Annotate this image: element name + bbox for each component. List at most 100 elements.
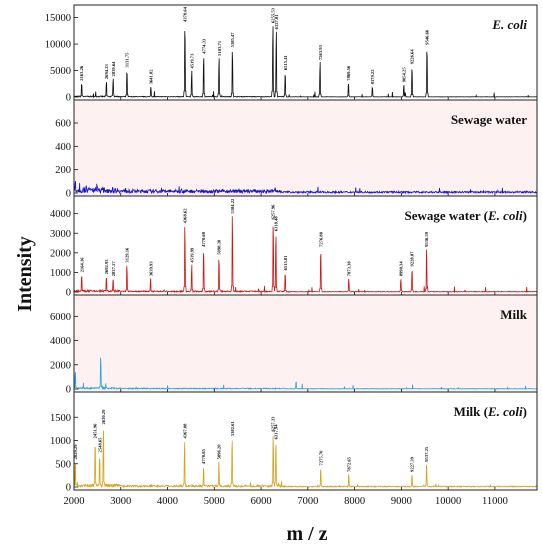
y-tick-label: 6000	[50, 312, 71, 323]
peak-label: 7872.65	[346, 456, 351, 472]
panel-title: Sewage water (E. coli)	[404, 208, 527, 223]
peak-label: 6327.81	[274, 14, 279, 30]
peak-label: 9226.64	[410, 49, 415, 65]
panel-background	[74, 5, 537, 100]
peak-label: 5384.22	[230, 198, 235, 214]
y-tick-label: 15000	[45, 13, 71, 24]
x-tick-label: 8000	[344, 496, 365, 507]
peak-label: 2630.29	[101, 409, 106, 425]
x-tick-label: 5000	[204, 496, 225, 507]
spectra-panels: 2163.26 2694.23 2839.64 3131.75 3641.82 4370.…	[45, 4, 538, 494]
panel-title: Milk (E. coli)	[454, 404, 527, 419]
spectrum-panel: 2164.16 2692.93 2837.17 3129.16 3639.93 4368.…	[50, 195, 538, 299]
peak-label: 9536.39	[424, 231, 429, 247]
peak-label: 9228.87	[410, 251, 415, 267]
peak-label: 8990.34	[399, 261, 404, 277]
peak-label: 4519.99	[189, 247, 194, 263]
peak-label: 4770.85	[201, 448, 206, 464]
peak-label: 5103.71	[217, 40, 222, 56]
peak-label: 2839.64	[111, 61, 116, 77]
x-tick-label: 2000	[64, 496, 85, 507]
y-axis-label: Intensity	[14, 236, 36, 312]
peak-label: 2694.23	[104, 63, 109, 79]
panel-background	[74, 100, 537, 196]
peak-label: 4367.08	[182, 423, 187, 439]
y-tick-label: 500	[55, 459, 71, 470]
y-tick-label: 10000	[45, 40, 71, 51]
peak-label: 4370.64	[182, 6, 187, 22]
x-tick-label: 9000	[391, 496, 412, 507]
x-tick-label: 7000	[297, 496, 318, 507]
peak-label: 6255.53	[271, 7, 276, 23]
y-tick-label: 0	[66, 483, 71, 494]
peak-label: 6515.41	[283, 54, 288, 70]
peak-label: 2451.96	[93, 423, 98, 439]
peak-label: 2692.93	[104, 259, 109, 275]
x-tick-label: 10000	[435, 496, 461, 507]
peak-label: 4774.33	[201, 38, 206, 54]
y-tick-label: 1000	[50, 436, 71, 447]
peak-label: 8379.22	[370, 69, 375, 85]
peak-label: 9546.66	[425, 29, 430, 45]
peak-label: 9227.39	[410, 456, 415, 472]
spectrum-trace	[73, 216, 538, 294]
y-tick-label: 0	[66, 385, 71, 396]
spectrum-panel: 2163.26 2694.23 2839.64 3131.75 3641.82 4370.…	[45, 4, 538, 104]
panel-title: Sewage water	[451, 112, 527, 127]
peak-label: 5098.30	[217, 239, 222, 255]
peak-label: 6515.81	[283, 255, 288, 271]
peak-label: 3639.93	[148, 261, 153, 277]
y-tick-label: 4000	[50, 209, 71, 220]
peak-label: 5385.47	[230, 32, 235, 48]
peak-label: 2164.16	[79, 257, 84, 273]
y-tick-label: 0	[66, 189, 71, 200]
peak-label: 6257.96	[271, 204, 276, 220]
x-axis-ticks: 2000 3000 4000 5000 6000 7000 8000 9000 10000 110…	[64, 496, 508, 507]
peak-label: 6318.48	[274, 216, 279, 232]
x-tick-label: 3000	[110, 496, 131, 507]
peak-label: 6257.33	[271, 416, 276, 432]
peak-label: 3131.75	[125, 52, 130, 68]
peak-label: 4770.60	[201, 231, 206, 247]
peak-label: 2029.29	[73, 444, 78, 460]
panel-background	[74, 295, 537, 392]
peak-label: 7869.56	[346, 65, 351, 81]
y-tick-label: 600	[55, 119, 71, 130]
y-tick-label: 5000	[50, 66, 71, 77]
spectrum-trace	[73, 181, 538, 195]
spectrum-trace	[73, 26, 537, 99]
peak-label: 7873.38	[346, 261, 351, 277]
x-axis-label: m / z	[286, 523, 327, 545]
y-tick-label: 3000	[50, 229, 71, 240]
x-tick-label: 6000	[251, 496, 272, 507]
peak-label: 7275.70	[318, 450, 323, 466]
y-tick-label: 2000	[50, 360, 71, 371]
peak-label: 2837.17	[111, 261, 116, 277]
y-tick-label: 2000	[50, 248, 71, 259]
spectrum-panel: 0 2000 4000 6000 Milk	[50, 294, 538, 396]
peak-label: 2163.26	[79, 65, 84, 81]
panel-frame	[73, 391, 538, 491]
peak-label: 3129.16	[124, 247, 129, 263]
spectrum-trace	[73, 357, 538, 391]
y-tick-label: 4000	[50, 336, 71, 347]
y-tick-label: 200	[55, 165, 71, 176]
spectrum-trace	[73, 430, 538, 489]
peak-label: 4519.73	[189, 53, 194, 69]
x-tick-label: 11000	[482, 496, 508, 507]
peak-label: 9537.25	[424, 446, 429, 462]
y-tick-label: 1000	[50, 268, 71, 279]
peak-label: 9054.25	[402, 67, 407, 83]
peak-label: 5096.20	[216, 444, 221, 460]
y-tick-label: 0	[66, 288, 71, 299]
peak-label: 7276.80	[318, 231, 323, 247]
y-tick-label: 1500	[50, 413, 71, 424]
panel-background	[74, 196, 537, 295]
panel-title: Milk	[500, 307, 527, 322]
y-tick-label: 400	[55, 142, 71, 153]
peak-label: 3641.82	[148, 69, 153, 85]
peak-label: 5382.61	[230, 421, 235, 437]
peak-label: 6317.94	[274, 424, 279, 440]
